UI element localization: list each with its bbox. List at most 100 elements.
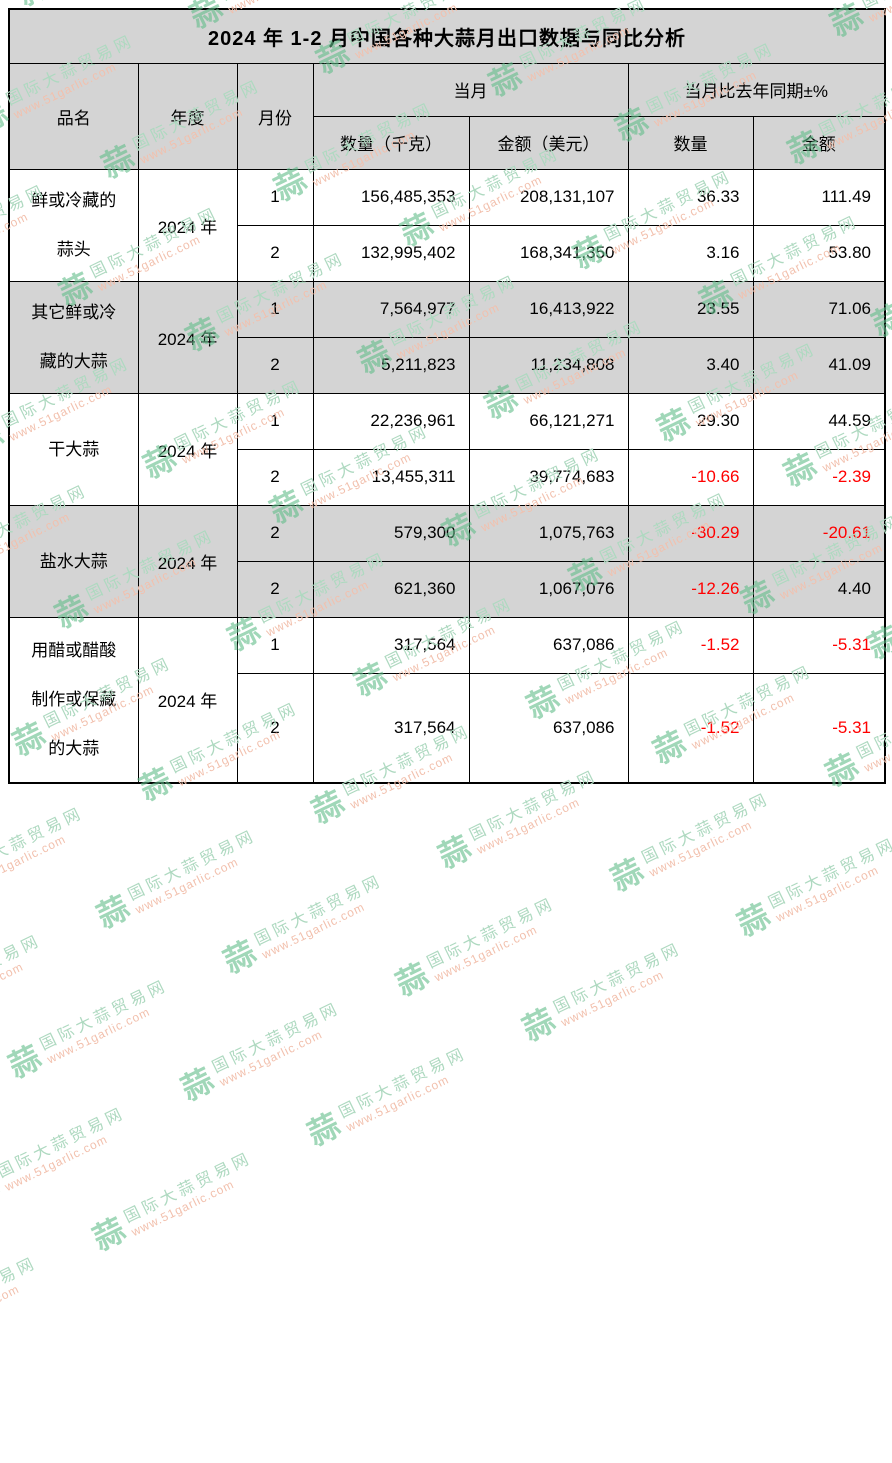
month-cell: 2 [236, 560, 314, 618]
yoy-amount-cell: 41.09 [752, 336, 886, 394]
watermark-site-name: 国际大蒜贸易网 [37, 977, 171, 1054]
yoy-amount-cell: -2.39 [752, 448, 886, 506]
watermark-site-url: www.51garlic.com [259, 899, 368, 962]
garlic-seal-icon: 蒜 [731, 897, 775, 943]
table-row: 盐水大蒜 2024 年 2 579,300 1,075,763 -30.29 -… [8, 504, 886, 618]
watermark-site-url: www.51garlic.com [0, 959, 26, 1022]
table-row: 其它鲜或冷 藏的大蒜 2024 年 1 7,564,977 16,413,922… [8, 280, 886, 394]
yoy-amount-cell: -20.61 [752, 504, 886, 562]
quantity-cell: 579,300 [312, 504, 470, 562]
header-yoy-amount: 金额 [752, 115, 886, 170]
garlic-seal-icon: 蒜 [87, 1211, 131, 1257]
garlic-seal-icon: 蒜 [306, 784, 350, 830]
table-row: 干大蒜 2024 年 1 22,236,961 66,121,271 29.30… [8, 392, 886, 506]
watermark-site-url: www.51garlic.com [2, 1131, 110, 1194]
garlic-seal-icon: 蒜 [91, 889, 135, 935]
garlic-seal-icon: 蒜 [302, 1106, 346, 1152]
yoy-amount-cell: 111.49 [752, 168, 886, 226]
watermark-site-url: www.51garlic.com [217, 1027, 325, 1090]
header-current-month: 当月 [312, 62, 629, 117]
month-cell: 2 [236, 224, 314, 282]
yoy-quantity-cell: -12.26 [627, 560, 754, 618]
product-name-cell: 干大蒜 [8, 392, 139, 506]
year-cell: 2024 年 [137, 392, 238, 506]
watermark-site-name: 国际大蒜贸易网 [0, 1104, 129, 1182]
export-data-table-wrap: 2024 年 1-2 月中国各种大蒜月出口数据与同比分析 品名 年度 月份 当月… [8, 8, 886, 784]
yoy-amount-cell: 44.59 [752, 392, 886, 450]
header-row-2: 数量（千克） 金额（美元） 数量 金额 [9, 115, 886, 170]
yoy-quantity-cell: -10.66 [627, 448, 754, 506]
yoy-quantity-cell: -1.52 [627, 616, 754, 674]
watermark-site-name: 国际大蒜贸易网 [551, 940, 685, 1017]
month-cell: 1 [236, 392, 314, 450]
watermark-site-name: 国际大蒜贸易网 [209, 999, 344, 1077]
watermark-site-url: www.51garlic.com [646, 817, 755, 880]
year-cell: 2024 年 [137, 504, 238, 618]
garlic-seal-icon: 蒜 [0, 416, 9, 462]
month-cell: 2 [236, 448, 314, 506]
quantity-cell: 621,360 [312, 560, 470, 618]
amount-cell: 168,341,350 [468, 224, 629, 282]
garlic-seal-icon: 蒜 [0, 1166, 4, 1212]
garlic-seal-icon: 蒜 [3, 1039, 47, 1085]
yoy-quantity-cell: 36.33 [627, 168, 754, 226]
table-row: 鲜或冷藏的 蒜头 2024 年 1 156,485,353 208,131,10… [8, 168, 886, 282]
yoy-amount-cell: 71.06 [752, 280, 886, 338]
year-cell: 2024 年 [137, 168, 238, 282]
watermark-site-name: 国际大蒜贸易网 [125, 827, 259, 904]
quantity-cell: 317,564 [312, 616, 470, 674]
amount-cell: 11,234,808 [468, 336, 629, 394]
month-cell: 2 [236, 336, 314, 394]
watermark-site-name: 国际大蒜贸易网 [639, 790, 773, 867]
amount-cell: 637,086 [468, 616, 629, 674]
yoy-amount-cell: -5.31 [752, 672, 886, 784]
watermark-site-name: 国际大蒜贸易网 [0, 631, 3, 709]
watermark-site-name: 国际大蒜贸易网 [0, 932, 45, 1009]
quantity-cell: 317,564 [312, 672, 470, 784]
header-product: 品名 [8, 62, 139, 170]
watermark-site-name: 国际大蒜贸易网 [765, 835, 892, 912]
amount-cell: 208,131,107 [468, 168, 629, 226]
garlic-seal-icon: 蒜 [217, 934, 262, 980]
header-amount-usd: 金额（美元） [468, 115, 629, 170]
watermark-site-url: www.51garlic.com [432, 922, 540, 985]
watermark-site-name: 国际大蒜贸易网 [218, 0, 352, 5]
amount-cell: 1,067,076 [468, 560, 629, 618]
quantity-cell: 156,485,353 [312, 168, 470, 226]
quantity-cell: 22,236,961 [312, 392, 470, 450]
watermark-site-name: 国际大蒜贸易网 [0, 804, 87, 882]
watermark-site-url: www.51garlic.com [343, 1072, 452, 1135]
yoy-quantity-cell: -1.52 [627, 672, 754, 784]
quantity-cell: 132,995,402 [312, 224, 470, 282]
page-title: 2024 年 1-2 月中国各种大蒜月出口数据与同比分析 [8, 8, 886, 64]
watermark-site-name: 国际大蒜贸易网 [121, 1149, 255, 1227]
watermark-site-url: www.51garlic.com [44, 1004, 153, 1067]
month-cell: 2 [236, 504, 314, 562]
garlic-seal-icon: 蒜 [390, 956, 434, 1003]
quantity-cell: 5,211,823 [312, 336, 470, 394]
table-row: 2 13,455,311 39,774,683 -10.66 -2.39 [9, 448, 886, 506]
yoy-amount-cell: -5.31 [752, 616, 886, 674]
watermark-site-name: 国际大蒜贸易网 [0, 1254, 40, 1332]
garlic-seal-icon: 蒜 [605, 852, 649, 898]
quantity-cell: 13,455,311 [312, 448, 470, 506]
amount-cell: 39,774,683 [468, 448, 629, 506]
year-cell: 2024 年 [137, 616, 238, 784]
watermark-site-url: www.51garlic.com [773, 862, 881, 925]
table-row: 2 317,564 637,086 -1.52 -5.31 [9, 672, 886, 784]
yoy-quantity-cell: 3.16 [627, 224, 754, 282]
month-cell: 1 [236, 280, 314, 338]
table-row: 2 132,995,402 168,341,350 3.16 53.80 [9, 224, 886, 282]
